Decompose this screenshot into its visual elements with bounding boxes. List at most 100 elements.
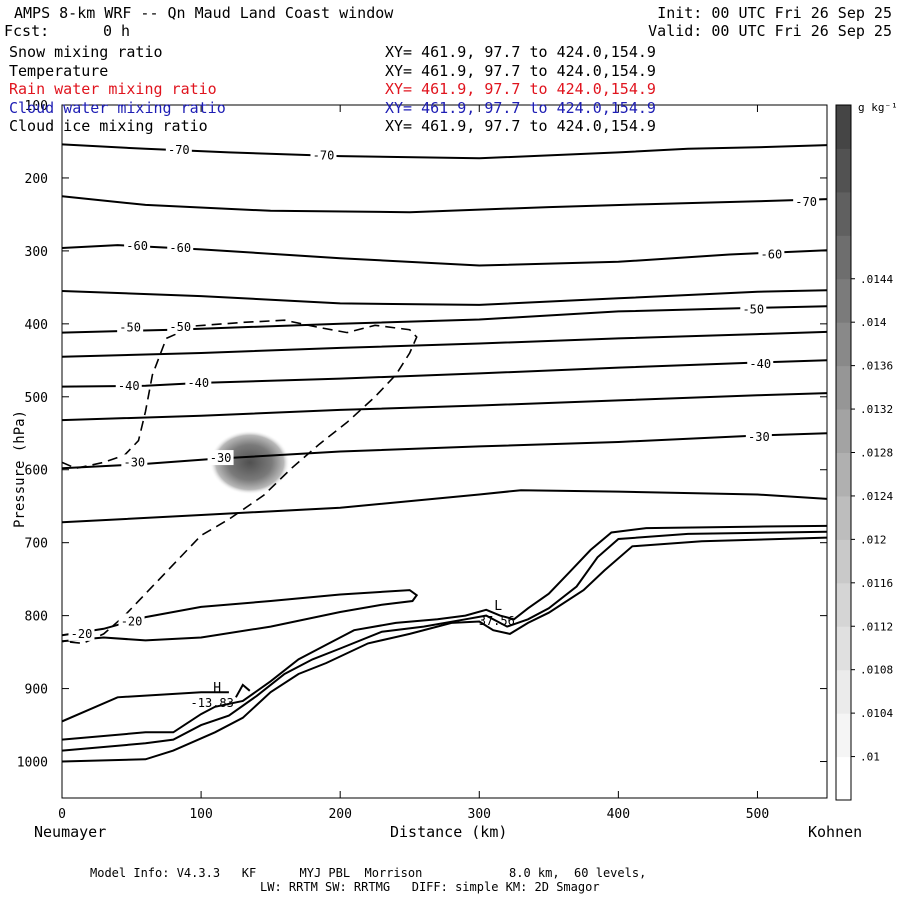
temperature-isotherm xyxy=(62,489,827,524)
colorbar-swatch xyxy=(836,495,851,540)
colorbar-tick-label: .014 xyxy=(860,316,887,329)
colorbar-tick-label: .01 xyxy=(860,751,880,764)
x-axis-title: Distance (km) xyxy=(390,823,508,841)
isotherm-label-background xyxy=(165,142,192,158)
colorbar-tick-label: .0108 xyxy=(860,664,893,677)
x-tick-label: 300 xyxy=(468,807,491,822)
left-station-label: Neumayer xyxy=(34,823,107,841)
forecast-label: Fcst: xyxy=(4,22,50,40)
legend-field-name: Temperature xyxy=(9,61,109,80)
temperature-isotherm xyxy=(62,392,827,422)
colorbar-swatch xyxy=(836,365,851,410)
colorbar-swatch xyxy=(836,452,851,497)
legend-section-coords: XY= 461.9, 97.7 to 424.0,154.9 xyxy=(385,43,656,61)
plot-area xyxy=(61,104,828,799)
terrain-contour xyxy=(62,530,827,752)
temperature-isotherm xyxy=(62,691,229,723)
colorbar-swatch xyxy=(836,713,851,758)
isotherm-label: -60 xyxy=(126,239,148,253)
isotherm-label-background xyxy=(167,318,194,334)
isotherm-label: -30 xyxy=(123,455,145,469)
y-tick-label: 600 xyxy=(25,464,48,479)
extreme-value: -37.56 xyxy=(472,614,515,628)
isotherm-label: -30 xyxy=(748,430,770,444)
y-tick-label: 500 xyxy=(25,391,48,406)
isotherm-label-background xyxy=(207,450,234,466)
isotherm-label: -70 xyxy=(168,143,190,157)
isotherm-label: -40 xyxy=(187,376,209,390)
forecast-hour: 0 h xyxy=(103,22,131,40)
y-axis-title: Pressure (hPa) xyxy=(12,410,28,529)
y-tick-label: 100 xyxy=(25,99,48,114)
colorbar-swatch xyxy=(836,278,851,323)
temperature-isotherm xyxy=(62,330,827,358)
colorbar-swatch xyxy=(836,191,851,236)
isotherm-label-background xyxy=(793,194,820,210)
colorbar-swatch xyxy=(836,409,851,453)
legend-field-name: Rain water mixing ratio xyxy=(9,80,217,98)
colorbar-tick-label: .012 xyxy=(860,533,887,546)
colorbar-tick-label: .0136 xyxy=(860,360,893,373)
snow-mixing-ratio-maximum xyxy=(209,430,290,495)
colorbar-unit: g kg⁻¹ xyxy=(858,101,898,114)
colorbar-swatch xyxy=(836,756,851,801)
isotherm-label: -20 xyxy=(71,627,93,641)
legend-section-coords: XY= 461.9, 97.7 to 424.0,154.9 xyxy=(385,61,656,80)
isotherm-label: -30 xyxy=(210,451,232,465)
y-tick-label: 200 xyxy=(25,172,48,187)
extreme-symbol: L xyxy=(494,599,502,614)
x-tick-label: 400 xyxy=(607,807,630,822)
isotherm-label: -60 xyxy=(169,241,191,255)
isotherm-label-background xyxy=(740,301,767,317)
y-tick-label: 1000 xyxy=(17,756,48,771)
chart-title: AMPS 8-km WRF -- Qn Maud Land Coast wind… xyxy=(14,4,394,22)
valid-time: Valid: 00 UTC Fri 26 Sep 25 xyxy=(648,22,892,40)
model-info-line1: Model Info: V4.3.3 KF MYJ PBL Morrison 8… xyxy=(90,866,647,880)
y-tick-label: 400 xyxy=(25,318,48,333)
x-tick-label: 500 xyxy=(746,807,769,822)
legend-section-coords: XY= 461.9, 97.7 to 424.0,154.9 xyxy=(385,117,656,135)
colorbar-swatch xyxy=(836,235,851,280)
y-tick-label: 800 xyxy=(25,610,48,625)
temperature-isotherm xyxy=(62,589,419,643)
temperature-isotherm xyxy=(62,289,827,306)
isotherm-label: -40 xyxy=(118,379,140,393)
isotherm-label-background xyxy=(121,454,148,470)
isotherm-label: -70 xyxy=(795,195,817,209)
colorbar-swatch xyxy=(836,582,851,627)
isotherm-label-background xyxy=(758,246,785,262)
legend-section-coords: XY= 461.9, 97.7 to 424.0,154.9 xyxy=(385,80,656,98)
colorbar-tick-label: .0132 xyxy=(860,403,893,416)
terrain-contour xyxy=(62,524,827,741)
colorbar-tick-label: .0104 xyxy=(860,707,893,720)
terrain-contour xyxy=(62,536,827,763)
extreme-symbol: H xyxy=(213,681,221,696)
x-tick-label: 0 xyxy=(58,807,66,822)
y-tick-label: 300 xyxy=(25,245,48,260)
temperature-isotherm xyxy=(62,359,827,388)
isotherm-label: -50 xyxy=(169,320,191,334)
colorbar-swatch xyxy=(836,539,851,584)
legend-section-coords: XY= 461.9, 97.7 to 424.0,154.9 xyxy=(385,98,656,117)
temperature-isotherm xyxy=(62,432,827,470)
extreme-value: -13.83 xyxy=(191,696,234,710)
y-tick-label: 900 xyxy=(25,683,48,698)
colorbar-tick-label: .0128 xyxy=(860,447,893,460)
isotherm-label: -50 xyxy=(742,302,764,316)
colorbar-swatch xyxy=(836,669,851,714)
isotherm-label: -60 xyxy=(761,248,783,262)
isotherm-label: -20 xyxy=(121,614,143,628)
colorbar-swatch xyxy=(836,322,851,367)
cloud-ice-contour xyxy=(62,319,418,645)
x-tick-label: 100 xyxy=(189,807,212,822)
right-station-label: Kohnen xyxy=(808,823,863,841)
isotherm-label-background xyxy=(118,613,145,629)
isotherm-label-background xyxy=(185,374,212,390)
isotherm-label-background xyxy=(115,377,142,393)
isotherm-label: -50 xyxy=(119,320,141,334)
colorbar-tick-label: .0112 xyxy=(860,620,893,633)
colorbar-tick-label: .0144 xyxy=(860,273,893,286)
isotherm-label-background xyxy=(167,239,194,255)
model-info-line2: LW: RRTM SW: RRTMG DIFF: simple KM: 2D S… xyxy=(260,880,600,894)
